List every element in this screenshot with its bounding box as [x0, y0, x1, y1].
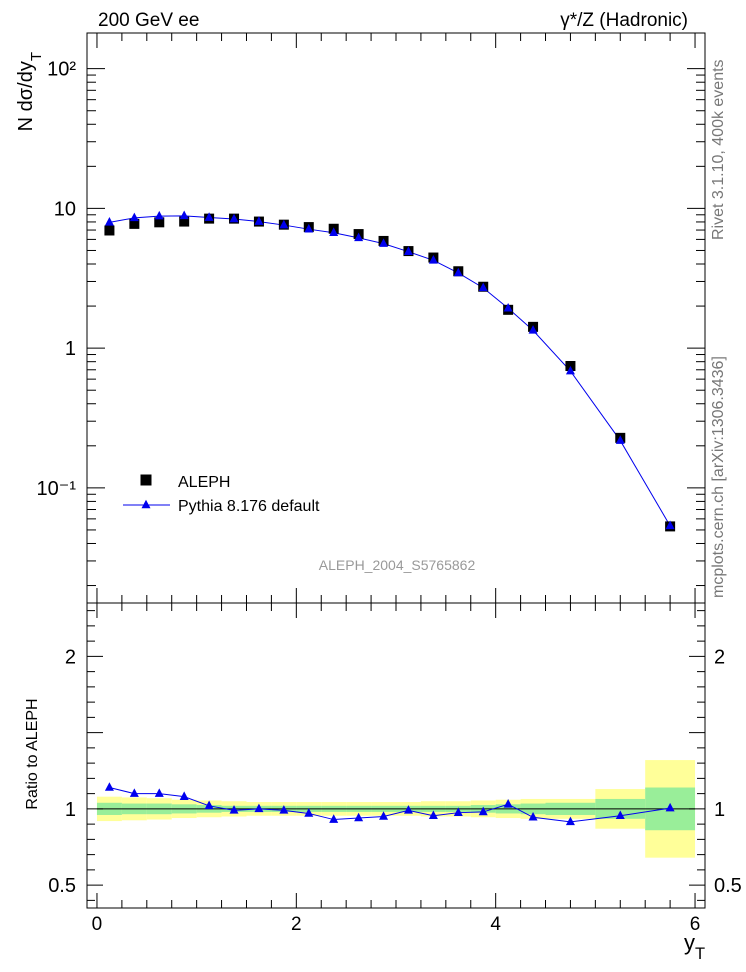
pythia-point: [478, 282, 488, 292]
header-left: 200 GeV ee: [98, 10, 199, 31]
side-label-mcplots: mcplots.cern.ch [arXiv:1306.3436]: [710, 356, 727, 598]
aleph-point: [104, 225, 115, 236]
legend-pythia-marker: [141, 499, 151, 509]
legend-pythia-label: Pythia 8.176 default: [178, 498, 320, 515]
pythia-point: [254, 216, 264, 225]
pythia-point: [204, 212, 214, 221]
svg-text:Ratio to ALEPH: Ratio to ALEPH: [24, 698, 41, 809]
side-label-rivet: Rivet 3.1.10, 400k events: [710, 59, 727, 240]
ratio-pythia-point: [403, 805, 413, 814]
ratio-pythia-point: [565, 816, 575, 826]
ratio-y-tick-label: 2: [65, 646, 76, 668]
main-panel: 10⁻¹ 1 10 10²: [37, 32, 706, 604]
ratio-pythia-point: [615, 810, 625, 820]
ratio-frame: [86, 602, 706, 909]
x-tick-label: 2: [291, 914, 302, 935]
x-tick-label: 4: [490, 914, 501, 935]
pythia-point: [403, 246, 413, 255]
pythia-point: [329, 227, 339, 236]
main-y-tick-label: 10⁻¹: [37, 478, 77, 500]
pythia-point: [503, 302, 513, 312]
legend-aleph-label: ALEPH: [178, 474, 230, 491]
ratio-y-tick-label: 0.5: [48, 875, 76, 897]
pythia-point: [453, 267, 463, 277]
x-tick-label: 0: [92, 914, 103, 935]
main-y-axis-label: N dσ/dyT: [15, 52, 45, 131]
pythia-point: [154, 210, 164, 220]
ratio-y-tick-label-right: 1: [714, 799, 725, 821]
pythia-point: [229, 213, 239, 223]
main-frame: [86, 32, 706, 604]
ratio-pythia-point: [354, 812, 364, 822]
x-tick-label: 6: [690, 914, 701, 935]
ratio-y-tick-label-right: 2: [714, 646, 725, 668]
ratio-pythia-point: [665, 802, 675, 812]
main-y-tick-label: 1: [65, 338, 76, 360]
pythia-point: [104, 217, 114, 226]
pythia-point: [565, 365, 575, 375]
pythia-point: [354, 232, 364, 242]
ratio-y-axis-label: Ratio to ALEPH: [24, 698, 41, 809]
legend-aleph-marker: [140, 474, 152, 486]
aleph-point: [129, 218, 140, 229]
pythia-point: [279, 219, 289, 229]
ratio-pythia-point: [453, 807, 463, 816]
ratio-pythia-point: [428, 810, 438, 820]
main-y-tick-label: 10²: [47, 59, 76, 81]
pythia-point: [428, 255, 438, 264]
pythia-point: [304, 223, 314, 233]
pythia-point: [615, 435, 625, 444]
ratio-y-tick-label: 1: [65, 799, 76, 821]
pythia-point: [665, 520, 675, 530]
ratio-pythia-point: [154, 788, 164, 797]
pythia-point: [179, 210, 189, 220]
header-right: γ*/Z (Hadronic): [560, 10, 688, 31]
aleph-point: [154, 217, 165, 228]
pythia-point: [379, 238, 389, 247]
ratio-y-tick-label-right: 0.5: [714, 875, 742, 897]
ratio-pythia-point: [528, 811, 538, 821]
ratio-pythia-point: [129, 788, 139, 797]
main-y-tick-label: 10: [54, 198, 76, 220]
ratio-pythia-point: [329, 814, 339, 823]
pythia-point: [129, 212, 139, 222]
ratio-pythia-point: [478, 806, 488, 816]
ratio-pythia-point: [279, 805, 289, 814]
ratio-pythia-point: [254, 803, 264, 813]
ratio-pythia-point: [204, 800, 214, 810]
legend: ALEPH Pythia 8.176 default: [123, 474, 320, 515]
svg-text:N dσ/dyT: N dσ/dyT: [15, 52, 45, 131]
ratio-pythia-point: [304, 808, 314, 817]
ratio-pythia-point: [104, 782, 114, 791]
aleph-point: [179, 216, 190, 227]
watermark: ALEPH_2004_S5765862: [319, 557, 476, 573]
ratio-pythia-point: [179, 791, 189, 800]
ratio-pythia-point: [503, 799, 513, 808]
ratio-pythia-point: [379, 811, 389, 820]
pythia-point: [528, 325, 538, 334]
ratio-panel: 0 2 4 6 0.5 0.5 1 1 2 2: [48, 602, 742, 935]
ratio-pythia-point: [229, 805, 239, 814]
